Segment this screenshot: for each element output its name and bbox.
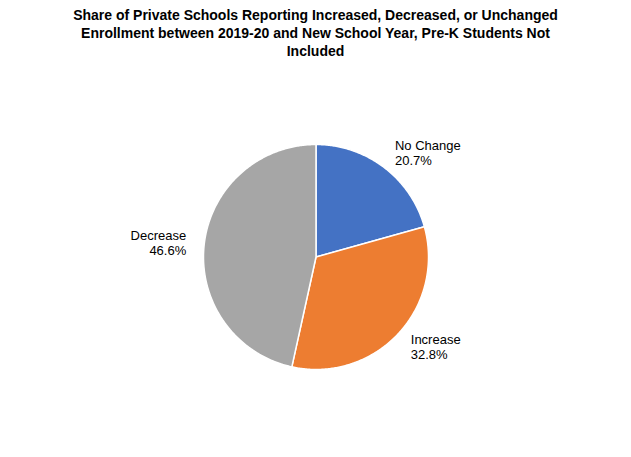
svg-text:Decrease46.6%: Decrease46.6% [131,228,187,258]
svg-text:No Change20.7%: No Change20.7% [395,138,461,168]
html-text:Share of Private Schools Repor: Share of Private Schools Reporting Incre… [73,7,558,59]
svg-text:Increase32.8%: Increase32.8% [411,332,461,362]
